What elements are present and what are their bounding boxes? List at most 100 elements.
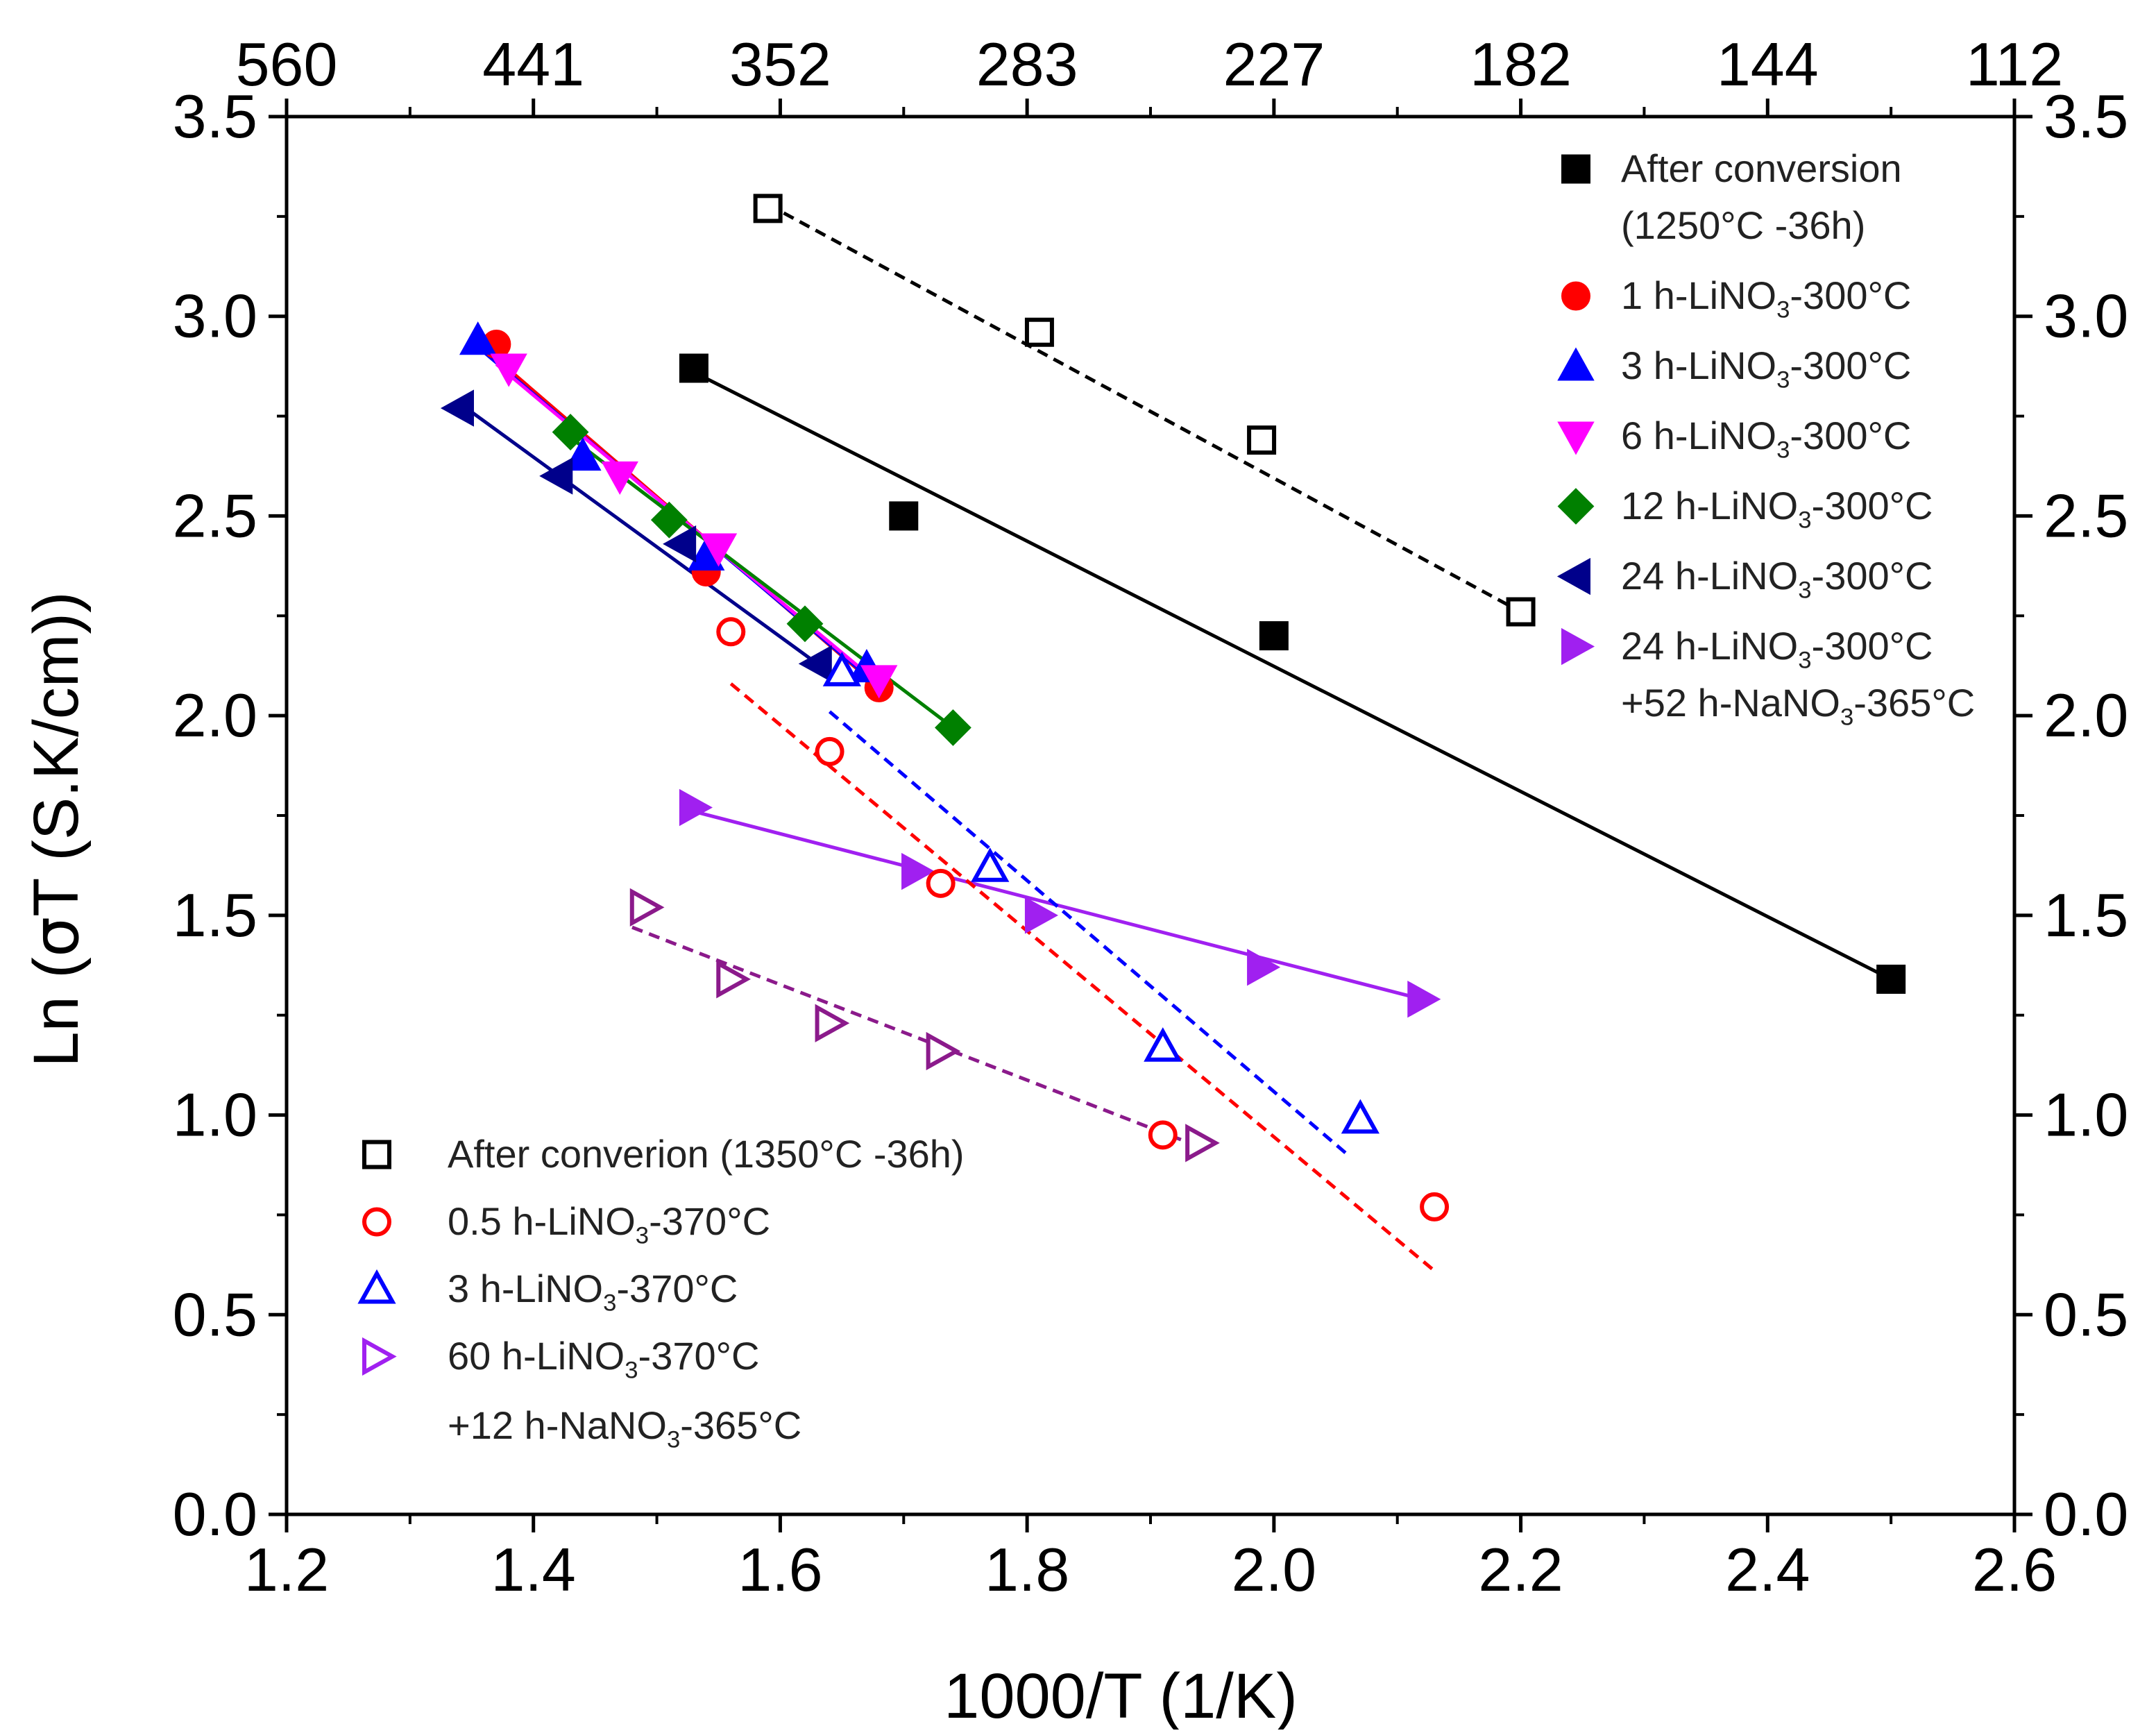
x-axis-title: 1000/T (1/K) xyxy=(944,1661,1298,1730)
subscript: 3 xyxy=(1776,296,1790,323)
series-8-point xyxy=(1148,1120,1178,1150)
legends-group: After conversion(1250°C -36h)1 h-LiNO3-3… xyxy=(357,146,1975,1453)
x-tick-label: 1.6 xyxy=(738,1535,822,1604)
legend-bottom-left-marker-1 xyxy=(362,1207,391,1237)
legend-text: -300°C xyxy=(1790,344,1911,387)
series-7-point xyxy=(1506,597,1536,627)
legend-text: -300°C xyxy=(1812,484,1933,527)
legend-top-right-marker-6 xyxy=(1561,627,1595,666)
legend-text: -300°C xyxy=(1812,624,1933,668)
right-tick-label: 2.0 xyxy=(2044,681,2128,750)
right-tick-label: 1.5 xyxy=(2044,881,2128,949)
y-tick-label: 1.5 xyxy=(173,881,257,949)
series-3-point xyxy=(699,533,738,567)
subscript: 3 xyxy=(625,1357,638,1383)
legend-top-right-marker-4 xyxy=(1557,488,1595,525)
series-3-point xyxy=(490,353,527,387)
series-0-point xyxy=(1876,964,1906,994)
series-7-point xyxy=(1247,425,1277,455)
legend-text: +12 h-NaNO xyxy=(448,1403,667,1447)
legend-text: 3 h-LiNO xyxy=(1621,344,1776,387)
x-tick-label: 2.0 xyxy=(1232,1535,1316,1604)
legend-top-right-label-3: 6 h-LiNO3-300°C xyxy=(1621,414,1911,463)
legend-text: 0.5 h-LiNO xyxy=(448,1199,636,1243)
legend-top-right-label-2: 3 h-LiNO3-300°C xyxy=(1621,344,1911,393)
axes-group: 1.2 560 1.4 441 1.6 352 1.8 283 2.0 227 2.2 182 2.4 1… xyxy=(173,30,2129,1604)
series-0-point xyxy=(889,501,919,531)
series-10-point xyxy=(629,888,665,927)
legend-text: -365°C xyxy=(680,1403,801,1447)
y-axis-title-sigma: σ xyxy=(19,917,93,957)
series-7-fit-line xyxy=(767,203,1522,614)
legend-top-right-label-6: +52 h-NaNO3-365°C xyxy=(1621,681,1975,730)
legend-text: 24 h-LiNO xyxy=(1621,554,1798,598)
subscript: 3 xyxy=(1798,507,1811,533)
legend-bottom-left-marker-0 xyxy=(362,1140,391,1169)
legend-top-right-label-6: 24 h-LiNO3-300°C xyxy=(1621,624,1933,673)
right-tick-label: 0.0 xyxy=(2044,1480,2128,1548)
subscript: 3 xyxy=(1776,366,1790,393)
subscript: 3 xyxy=(667,1426,680,1453)
right-tick-label: 3.0 xyxy=(2044,282,2128,350)
top-tick-label: 283 xyxy=(976,30,1078,99)
y-tick-label: 3.0 xyxy=(173,282,257,350)
series-8-point xyxy=(1420,1192,1450,1221)
legend-text: 3 h-LiNO xyxy=(448,1267,603,1310)
series-10-fit-line xyxy=(631,925,1201,1149)
top-tick-label: 227 xyxy=(1223,30,1325,99)
series-0-point xyxy=(1259,621,1289,651)
subscript: 3 xyxy=(1798,647,1811,673)
x-tick-label: 2.6 xyxy=(1972,1535,2057,1604)
subscript: 3 xyxy=(603,1290,616,1316)
series-6-point xyxy=(679,788,713,827)
legend-top-right-label-5: 24 h-LiNO3-300°C xyxy=(1621,554,1933,603)
top-tick-label: 112 xyxy=(1966,30,2063,99)
series-10-point xyxy=(815,1004,850,1042)
legend-text: -370°C xyxy=(616,1267,738,1310)
legend-top-right-marker-1 xyxy=(1561,281,1590,311)
series-5-point xyxy=(539,457,573,495)
legend-text: 12 h-LiNO xyxy=(1621,484,1798,527)
y-tick-label: 3.5 xyxy=(173,82,257,151)
right-tick-label: 3.5 xyxy=(2044,82,2128,151)
y-tick-label: 0.0 xyxy=(173,1480,257,1548)
series-3-point xyxy=(860,665,898,699)
top-tick-label: 144 xyxy=(1717,30,1819,99)
y-tick-label: 2.0 xyxy=(173,681,257,750)
subscript: 3 xyxy=(1776,437,1790,463)
series-6-point xyxy=(901,852,935,890)
axis-labels-group: 1000/T (1/K) Ln (σT (S.K/cm)) xyxy=(19,591,1298,1732)
x-tick-label: 1.2 xyxy=(244,1535,329,1604)
series-2-point xyxy=(459,321,497,355)
legend-text: 60 h-LiNO xyxy=(448,1334,625,1378)
legend-bottom-left-marker-2 xyxy=(357,1269,396,1304)
series-0-fit-line xyxy=(693,371,1892,981)
legend-bottom-left-label-0: After converion (1350°C -36h) xyxy=(448,1132,965,1176)
x-tick-label: 2.4 xyxy=(1725,1535,1810,1604)
legend-top-right-label-1: 1 h-LiNO3-300°C xyxy=(1621,273,1911,323)
series-6-point xyxy=(1407,980,1441,1018)
series-4-point xyxy=(786,605,824,643)
legend-text: 24 h-LiNO xyxy=(1621,624,1798,668)
series-8-point xyxy=(926,868,956,898)
series-2-point xyxy=(564,437,602,471)
right-tick-label: 1.0 xyxy=(2044,1081,2128,1149)
legend-text: +52 h-NaNO xyxy=(1621,681,1840,725)
subscript: 3 xyxy=(1840,704,1853,730)
legend-text: -365°C xyxy=(1853,681,1975,725)
y-axis-title-part-2: T (S.K/cm)) xyxy=(21,591,92,917)
legend-text: After conversion xyxy=(1621,146,1902,190)
legend-text: 1 h-LiNO xyxy=(1621,273,1776,317)
series-5-point xyxy=(798,645,832,683)
y-axis-title-part-1: Ln ( xyxy=(21,957,92,1067)
series-5-fit-line xyxy=(470,410,819,666)
y-tick-label: 1.0 xyxy=(173,1081,257,1149)
series-0-point xyxy=(679,353,708,383)
legend-bottom-left-label-1: 0.5 h-LiNO3-370°C xyxy=(448,1199,770,1249)
series-4-point xyxy=(552,414,589,451)
series-10-point xyxy=(1185,1124,1220,1163)
series-9-fit-line xyxy=(828,710,1350,1157)
